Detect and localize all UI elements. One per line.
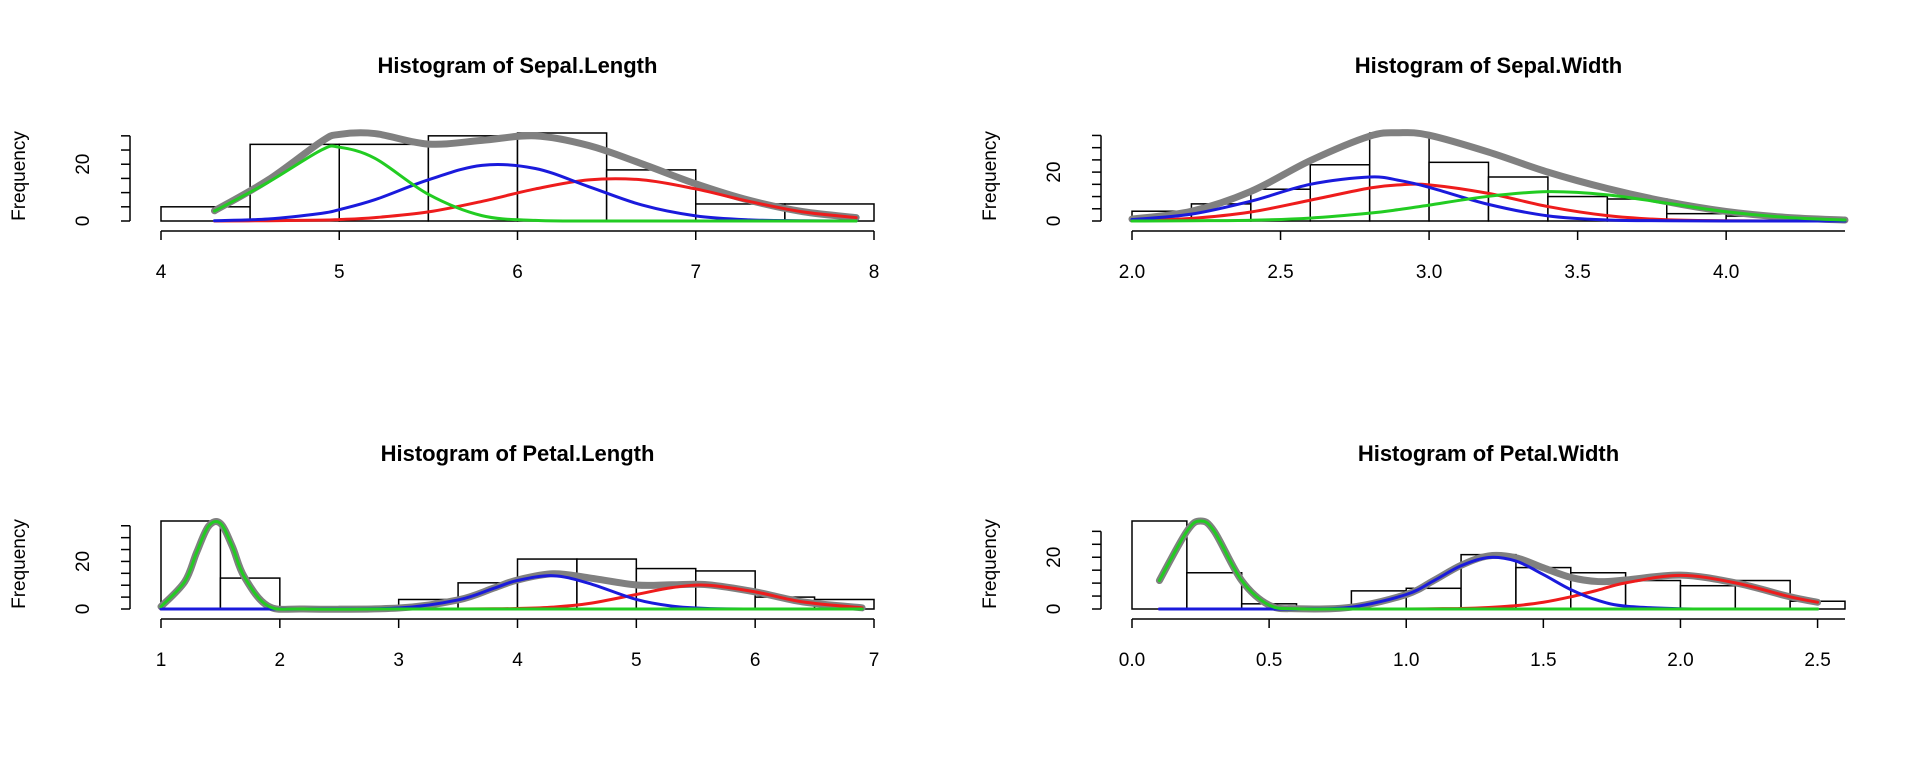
density-curve bbox=[1130, 175, 1847, 223]
density-curve bbox=[1157, 519, 1820, 611]
density-curve bbox=[212, 177, 858, 223]
x-tick-label: 2.5 bbox=[1804, 650, 1830, 671]
x-tick-label: 2.0 bbox=[1119, 262, 1145, 283]
bar bbox=[1131, 520, 1188, 610]
chart-title: Histogram of Sepal.Width bbox=[1355, 53, 1622, 78]
x-tick-label: 3.5 bbox=[1564, 262, 1590, 283]
panel: Histogram of Petal.Length Frequency 1 2 3 4 5 6… bbox=[9, 441, 879, 671]
y-axis-label: Frequency bbox=[980, 519, 1001, 609]
density-curve bbox=[1130, 190, 1847, 223]
chart-title: Histogram of Petal.Width bbox=[1358, 441, 1619, 466]
bar bbox=[338, 143, 430, 222]
y-tick-label: 0 bbox=[1044, 604, 1065, 615]
x-tick-label: 1 bbox=[156, 650, 167, 671]
x-tick-label: 2 bbox=[275, 650, 286, 671]
x-tick-label: 4 bbox=[156, 262, 167, 283]
density-curve bbox=[159, 520, 864, 611]
x-tick-label: 7 bbox=[869, 650, 880, 671]
y-tick-label: 0 bbox=[1044, 216, 1065, 227]
y-tick-label: 0 bbox=[73, 216, 94, 227]
y-tick-label: 20 bbox=[1044, 162, 1065, 183]
panel: Histogram of Sepal.Length Frequency 4 5 6 7 8 0… bbox=[9, 53, 879, 283]
y-axis-label: Frequency bbox=[9, 131, 30, 221]
y-axis-label: Frequency bbox=[9, 519, 30, 609]
y-tick-label: 0 bbox=[73, 604, 94, 615]
x-tick-label: 4 bbox=[512, 650, 523, 671]
y-tick-label: 20 bbox=[73, 154, 94, 175]
bar bbox=[1186, 572, 1243, 610]
x-tick-label: 2.5 bbox=[1267, 262, 1293, 283]
x-tick-label: 5 bbox=[631, 650, 642, 671]
x-tick-label: 1.5 bbox=[1530, 650, 1556, 671]
x-tick-label: 8 bbox=[869, 262, 880, 283]
y-tick-label: 20 bbox=[73, 551, 94, 572]
density-curve bbox=[212, 144, 858, 223]
bar bbox=[427, 135, 519, 222]
panel: Histogram of Petal.Width Frequency 0.0 0.5 1… bbox=[980, 441, 1846, 671]
x-tick-label: 3.0 bbox=[1416, 262, 1442, 283]
y-axis-label: Frequency bbox=[980, 131, 1001, 221]
x-tick-label: 1.0 bbox=[1393, 650, 1419, 671]
panel: Histogram of Sepal.Width Frequency 2.0 2.5 3… bbox=[980, 53, 1849, 283]
x-tick-label: 3 bbox=[393, 650, 404, 671]
bar bbox=[1679, 584, 1737, 610]
x-tick-label: 7 bbox=[690, 262, 701, 283]
x-tick-label: 0.0 bbox=[1119, 650, 1145, 671]
x-tick-label: 2.0 bbox=[1667, 650, 1693, 671]
x-tick-label: 6 bbox=[750, 650, 761, 671]
x-tick-label: 0.5 bbox=[1256, 650, 1282, 671]
x-tick-label: 6 bbox=[512, 262, 523, 283]
bar bbox=[516, 558, 578, 610]
x-tick-label: 5 bbox=[334, 262, 345, 283]
chart-title: Histogram of Sepal.Length bbox=[378, 53, 658, 78]
y-tick-label: 20 bbox=[1044, 547, 1065, 568]
bar bbox=[1624, 579, 1682, 610]
x-tick-label: 4.0 bbox=[1713, 262, 1739, 283]
chart-title: Histogram of Petal.Length bbox=[381, 441, 655, 466]
